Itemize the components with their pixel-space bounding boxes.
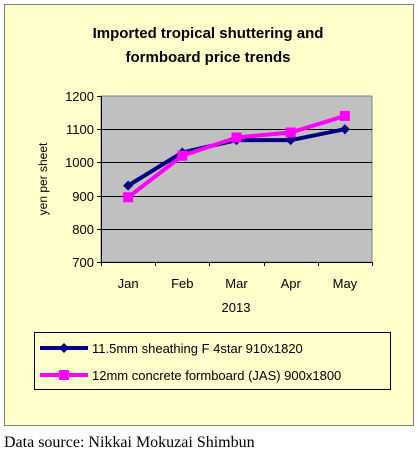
x-tick-label: Mar xyxy=(225,276,248,291)
y-tick-label: 1100 xyxy=(66,122,94,137)
data-point xyxy=(339,124,350,135)
data-point xyxy=(123,192,134,203)
x-tick-label: Feb xyxy=(171,276,193,291)
y-tick-label: 1000 xyxy=(65,155,94,170)
legend-label: 12mm concrete formboard (JAS) 900x1800 xyxy=(92,368,341,383)
legend-swatch-marker xyxy=(59,370,69,380)
chart-title-line-1: Imported tropical shuttering and xyxy=(93,25,324,42)
legend-entries: 11.5mm sheathing F 4star 910x1820 12mm co… xyxy=(40,341,341,383)
price-trend-chart: Imported tropical shuttering and formboa… xyxy=(4,4,414,426)
y-axis-label: yen per sheet xyxy=(36,142,50,215)
y-tick-label: 800 xyxy=(72,222,94,237)
y-tick-label: 1200 xyxy=(65,89,94,104)
legend xyxy=(34,332,391,390)
x-tick-label: May xyxy=(333,276,358,291)
data-point xyxy=(285,127,296,138)
chart-panel: Imported tropical shuttering and formboa… xyxy=(4,4,414,426)
x-tick-label: Jan xyxy=(118,276,139,291)
data-point xyxy=(339,110,350,121)
data-point xyxy=(231,132,242,143)
plot-area xyxy=(100,95,373,263)
data-point xyxy=(177,150,188,161)
x-axis-label: 2013 xyxy=(222,300,251,315)
data-source-note: Data source: Nikkai Mokuzai Shimbun xyxy=(4,434,255,451)
legend-swatch-marker xyxy=(59,343,69,353)
legend-entry-2: 12mm concrete formboard (JAS) 900x1800 xyxy=(40,368,341,383)
chart-title-line-2: formboard price trends xyxy=(125,49,290,66)
x-tick-label: Apr xyxy=(281,276,302,291)
data-series xyxy=(123,110,350,203)
axes: 700 800 900 1000 1100 1200 Jan Feb Mar Apr May xyxy=(65,89,373,291)
y-tick-label: 700 xyxy=(72,255,94,270)
y-tick-label: 900 xyxy=(72,189,94,204)
gridlines xyxy=(101,129,372,230)
legend-label: 11.5mm sheathing F 4star 910x1820 xyxy=(92,341,303,356)
series-2 xyxy=(123,110,350,203)
data-point xyxy=(285,135,296,146)
data-point xyxy=(123,180,134,191)
legend-entry-1: 11.5mm sheathing F 4star 910x1820 xyxy=(40,341,303,356)
chart-title: Imported tropical shuttering and formboa… xyxy=(93,25,324,66)
